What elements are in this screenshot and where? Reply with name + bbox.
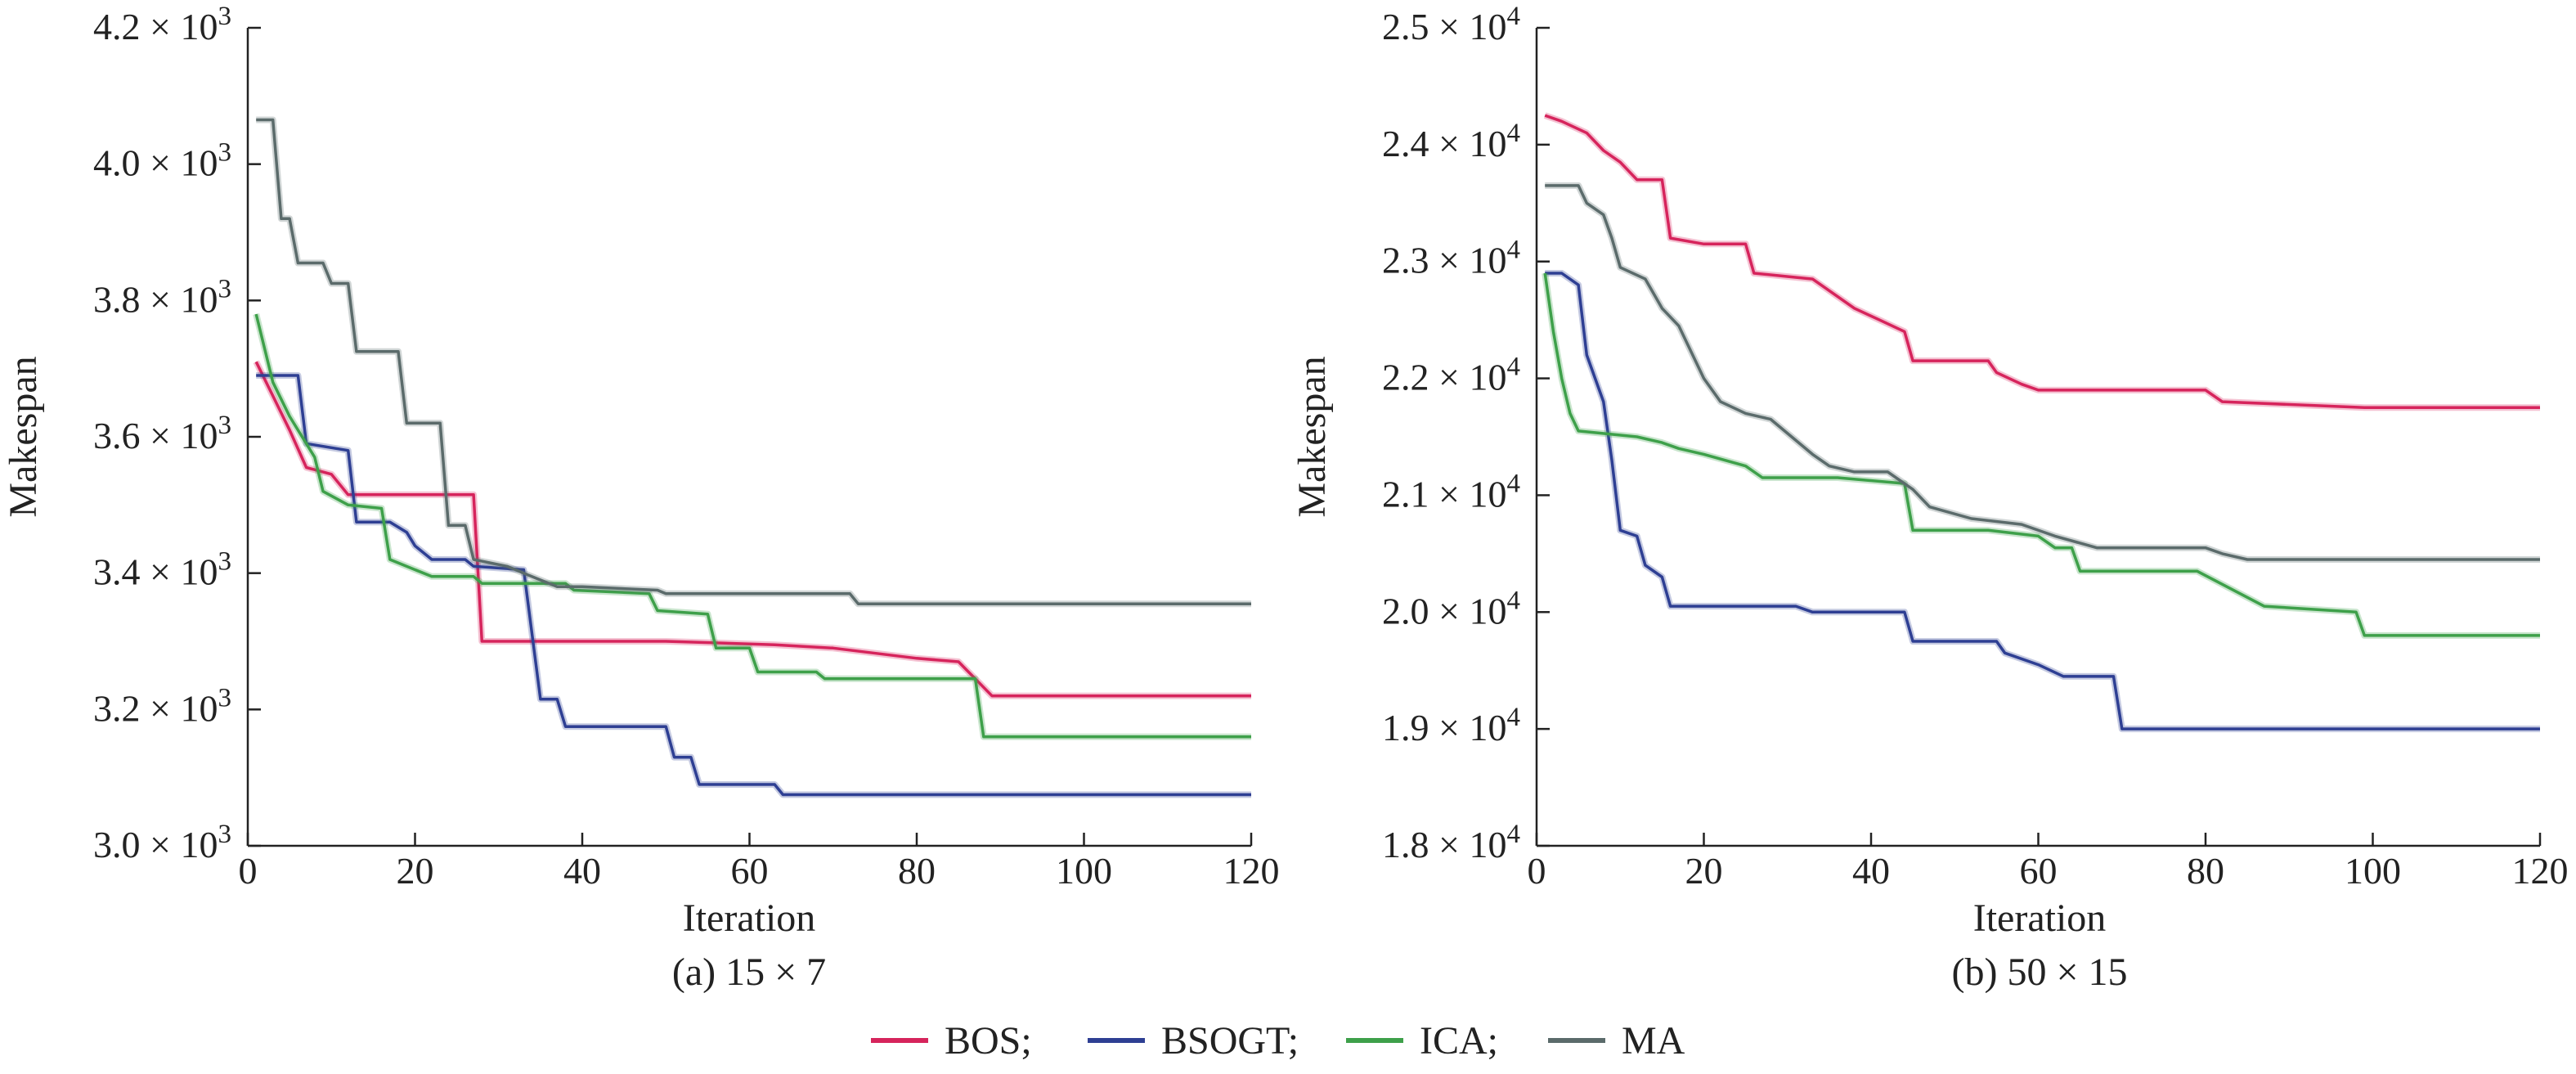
y-tick-exponent: 4: [1507, 236, 1521, 265]
y-tick-exponent: 4: [1507, 353, 1521, 382]
y-tick-exponent: 4: [1507, 820, 1521, 849]
series-line-bsogt: [256, 374, 1251, 797]
series-line-bsogt: [1545, 272, 2540, 730]
y-tick-exponent: 4: [1507, 586, 1521, 615]
y-tick-exponent: 3: [218, 547, 232, 577]
legend-item-bsogt: BSOGT;: [1088, 1019, 1299, 1063]
y-tick-label: 4.2 × 103: [93, 2, 231, 47]
y-axis-label: Makespan: [1290, 356, 1334, 517]
x-tick-label: 40: [563, 850, 601, 892]
y-tick-exponent: 4: [1507, 703, 1521, 732]
y-tick-label: 2.1 × 104: [1382, 469, 1520, 515]
y-tick-label: 4.0 × 103: [93, 138, 231, 184]
series-group: [253, 116, 1251, 798]
y-tick-label: 1.8 × 104: [1382, 820, 1520, 865]
y-tick-label: 3.6 × 103: [93, 411, 231, 456]
y-axis-label: Makespan: [2, 356, 45, 517]
y-tick-label: 2.3 × 104: [1382, 236, 1520, 281]
y-tick-label: 3.0 × 103: [93, 820, 231, 865]
y-tick-exponent: 3: [218, 683, 232, 712]
legend-label-bsogt: BSOGT;: [1161, 1019, 1299, 1063]
x-axis-label: Iteration: [1973, 896, 2107, 940]
legend-item-ica: ICA;: [1346, 1019, 1498, 1063]
x-tick-label: 0: [1528, 850, 1546, 892]
x-tick-label: 100: [1056, 850, 1112, 892]
x-tick-label: 20: [397, 850, 434, 892]
series-line-ica: [254, 313, 1251, 739]
series-line-bos: [254, 361, 1251, 698]
x-tick-label: 80: [898, 850, 936, 892]
y-tick-label: 3.2 × 103: [93, 683, 231, 729]
y-tick-label: 3.8 × 103: [93, 274, 231, 320]
y-ticks: 3.0 × 103 3.2 × 103 3.4 × 103 3.6 × 103 3.8 …: [93, 2, 261, 865]
x-tick-label: 120: [2512, 850, 2569, 892]
legend-label-ica: ICA;: [1420, 1019, 1498, 1063]
x-ticks: 0 20 40 60 80 100 120: [239, 833, 1280, 892]
series-line-ma: [256, 118, 1251, 605]
y-tick-label: 2.5 × 104: [1382, 2, 1520, 47]
legend-label-bos: BOS;: [945, 1019, 1032, 1063]
x-tick-label: 120: [1223, 850, 1280, 892]
series-line-bos: [1544, 114, 2540, 410]
series-line-ma: [1545, 184, 2540, 561]
y-tick-exponent: 4: [1507, 119, 1521, 148]
x-tick-label: 20: [1685, 850, 1723, 892]
x-tick-label: 80: [2187, 850, 2224, 892]
y-tick-label: 3.4 × 103: [93, 547, 231, 593]
y-tick-label: 1.9 × 104: [1382, 703, 1520, 748]
legend-item-ma: MA: [1548, 1019, 1685, 1063]
x-tick-label: 100: [2345, 850, 2401, 892]
legend-label-ma: MA: [1622, 1019, 1685, 1063]
x-tick-label: 40: [1852, 850, 1890, 892]
x-axis-label: Iteration: [683, 896, 816, 940]
legend-item-bos: BOS;: [871, 1019, 1032, 1063]
y-tick-exponent: 3: [218, 2, 232, 31]
series-line-ica: [1543, 272, 2540, 637]
series-halo-bsogt: [256, 372, 1251, 798]
y-tick-exponent: 4: [1507, 2, 1521, 31]
y-tick-exponent: 3: [218, 411, 232, 440]
y-tick-exponent: 4: [1507, 469, 1521, 498]
x-tick-label: 60: [2020, 850, 2058, 892]
series-halo-bsogt: [1545, 270, 2540, 733]
legend: BOS; BSOGT; ICA; MA: [871, 1019, 1685, 1063]
y-tick-label: 2.0 × 104: [1382, 586, 1520, 631]
series-group: [1542, 112, 2540, 733]
x-tick-label: 0: [239, 850, 258, 892]
y-ticks: 1.8 × 104 1.9 × 104 2.0 × 104 2.1 × 104 2.2 …: [1382, 2, 1550, 865]
x-tick-label: 60: [731, 850, 769, 892]
panel-caption: (b) 50 × 15: [1951, 950, 2127, 994]
chart-panel-a: 3.0 × 103 3.2 × 103 3.4 × 103 3.6 × 103 3.8 …: [2, 2, 1280, 994]
x-ticks: 0 20 40 60 80 100 120: [1528, 833, 2569, 892]
panel-caption: (a) 15 × 7: [672, 950, 826, 994]
series-halo-ica: [1542, 272, 2540, 639]
chart-panel-b: 1.8 × 104 1.9 × 104 2.0 × 104 2.1 × 104 2.2 …: [1290, 2, 2569, 994]
y-tick-exponent: 3: [218, 820, 232, 849]
y-tick-label: 2.4 × 104: [1382, 119, 1520, 164]
series-halo-ica: [253, 313, 1251, 740]
y-tick-exponent: 3: [218, 274, 232, 303]
y-tick-label: 2.2 × 104: [1382, 353, 1520, 398]
y-tick-exponent: 3: [218, 138, 232, 168]
